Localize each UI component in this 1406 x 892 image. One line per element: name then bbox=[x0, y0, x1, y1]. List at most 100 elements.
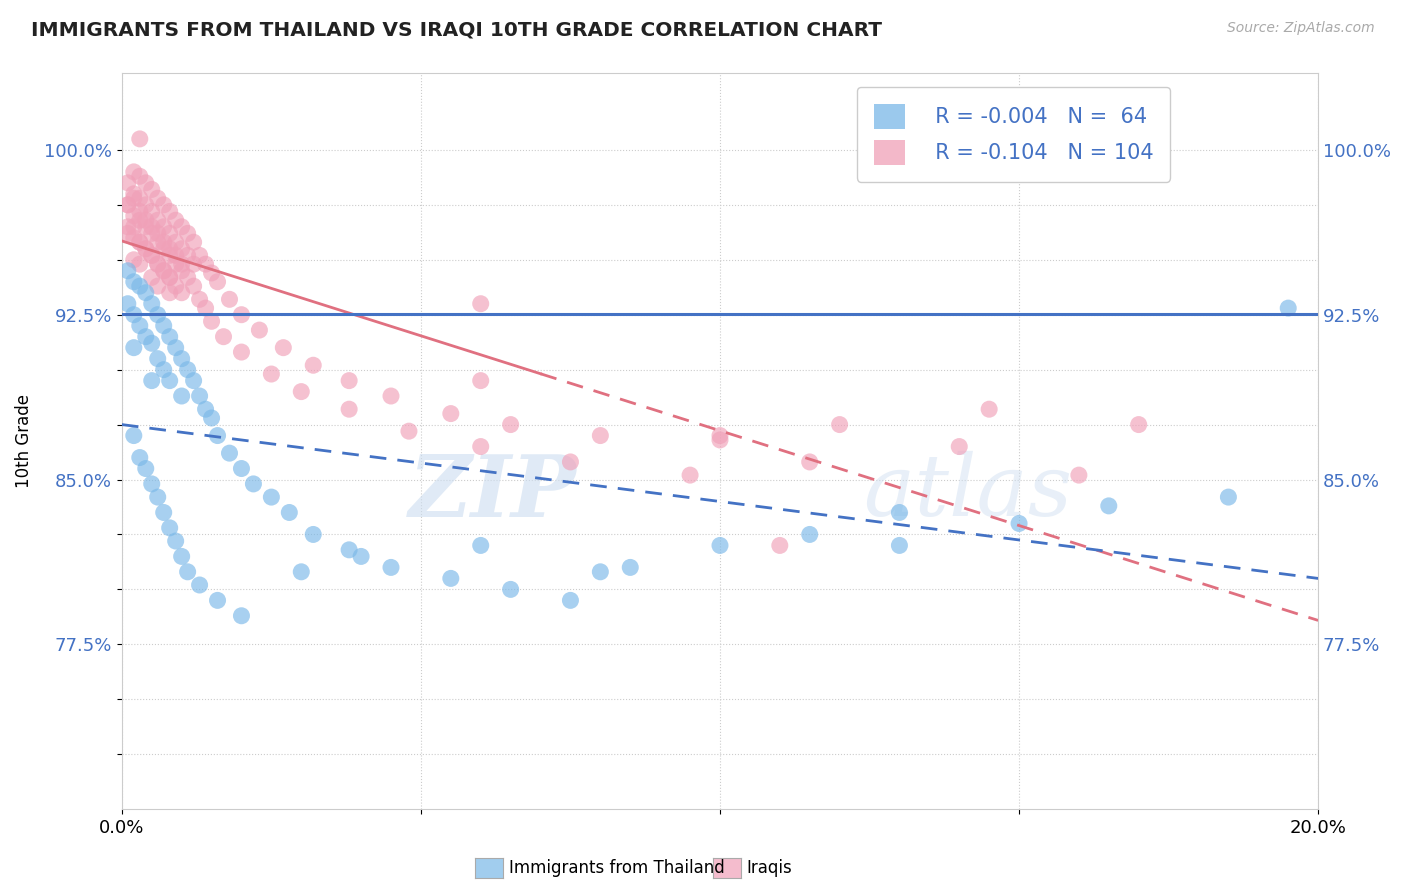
Point bbox=[152, 318, 174, 333]
Point bbox=[350, 549, 373, 564]
Point bbox=[799, 455, 821, 469]
Point bbox=[128, 450, 150, 465]
Point bbox=[117, 296, 139, 310]
Point bbox=[207, 428, 229, 442]
Point bbox=[141, 296, 163, 310]
Point bbox=[141, 336, 163, 351]
Point bbox=[122, 428, 145, 442]
Point bbox=[170, 285, 193, 300]
Point bbox=[135, 285, 157, 300]
Text: atlas: atlas bbox=[863, 451, 1073, 534]
Point bbox=[218, 293, 240, 307]
Point bbox=[440, 571, 463, 585]
Point bbox=[141, 248, 163, 262]
Point bbox=[128, 318, 150, 333]
Point bbox=[290, 384, 312, 399]
Legend:   R = -0.004   N =  64,   R = -0.104   N = 104: R = -0.004 N = 64, R = -0.104 N = 104 bbox=[858, 87, 1170, 182]
Point bbox=[273, 341, 295, 355]
Point bbox=[176, 248, 198, 262]
Point bbox=[170, 242, 193, 256]
Point bbox=[337, 374, 360, 388]
Point bbox=[207, 275, 229, 289]
Point bbox=[337, 542, 360, 557]
Point bbox=[170, 219, 193, 234]
Point bbox=[709, 538, 731, 552]
Point bbox=[159, 270, 181, 285]
Point bbox=[207, 593, 229, 607]
Point bbox=[188, 293, 211, 307]
Point bbox=[165, 534, 187, 549]
Point bbox=[889, 538, 911, 552]
Point bbox=[128, 169, 150, 184]
Point bbox=[141, 182, 163, 196]
Point bbox=[948, 440, 970, 454]
Point bbox=[152, 219, 174, 234]
Point bbox=[122, 165, 145, 179]
Point bbox=[889, 506, 911, 520]
Point bbox=[159, 227, 181, 241]
Point bbox=[679, 468, 702, 483]
Point bbox=[146, 257, 169, 271]
Point bbox=[1128, 417, 1150, 432]
Point bbox=[165, 341, 187, 355]
Point bbox=[212, 329, 235, 343]
Point bbox=[159, 521, 181, 535]
Point bbox=[165, 257, 187, 271]
Point bbox=[146, 279, 169, 293]
Point bbox=[117, 176, 139, 190]
Point bbox=[231, 608, 253, 623]
Point bbox=[141, 204, 163, 219]
Point bbox=[218, 446, 240, 460]
Point bbox=[170, 351, 193, 366]
Point bbox=[828, 417, 851, 432]
Point bbox=[380, 389, 402, 403]
Point bbox=[135, 329, 157, 343]
Point bbox=[159, 204, 181, 219]
Point bbox=[146, 490, 169, 504]
Point bbox=[135, 219, 157, 234]
Point bbox=[619, 560, 641, 574]
Point bbox=[122, 191, 145, 205]
Point bbox=[141, 219, 163, 234]
Point bbox=[117, 227, 139, 241]
Point bbox=[231, 308, 253, 322]
Point bbox=[128, 191, 150, 205]
Point bbox=[152, 235, 174, 250]
Point bbox=[231, 461, 253, 475]
Point bbox=[260, 367, 283, 381]
Point bbox=[470, 440, 492, 454]
Point bbox=[141, 374, 163, 388]
Point bbox=[560, 455, 582, 469]
Point bbox=[146, 235, 169, 250]
Point bbox=[135, 213, 157, 227]
Point bbox=[200, 266, 222, 280]
Point bbox=[398, 424, 420, 438]
Point bbox=[242, 476, 264, 491]
Point bbox=[188, 389, 211, 403]
Point bbox=[194, 301, 217, 315]
Point bbox=[194, 257, 217, 271]
Point bbox=[117, 198, 139, 212]
Point bbox=[589, 565, 612, 579]
Point bbox=[128, 235, 150, 250]
Point bbox=[141, 248, 163, 262]
Point bbox=[135, 461, 157, 475]
Point bbox=[470, 296, 492, 310]
Point bbox=[146, 227, 169, 241]
Point bbox=[117, 219, 139, 234]
Point bbox=[122, 209, 145, 223]
Point bbox=[440, 407, 463, 421]
Point bbox=[165, 235, 187, 250]
Point bbox=[152, 264, 174, 278]
Point bbox=[470, 374, 492, 388]
Point bbox=[278, 506, 301, 520]
Point bbox=[135, 176, 157, 190]
Y-axis label: 10th Grade: 10th Grade bbox=[15, 394, 32, 488]
Point bbox=[146, 351, 169, 366]
Point bbox=[183, 374, 205, 388]
Point bbox=[231, 345, 253, 359]
Point bbox=[152, 506, 174, 520]
Point bbox=[146, 213, 169, 227]
Point bbox=[176, 270, 198, 285]
Point bbox=[122, 219, 145, 234]
